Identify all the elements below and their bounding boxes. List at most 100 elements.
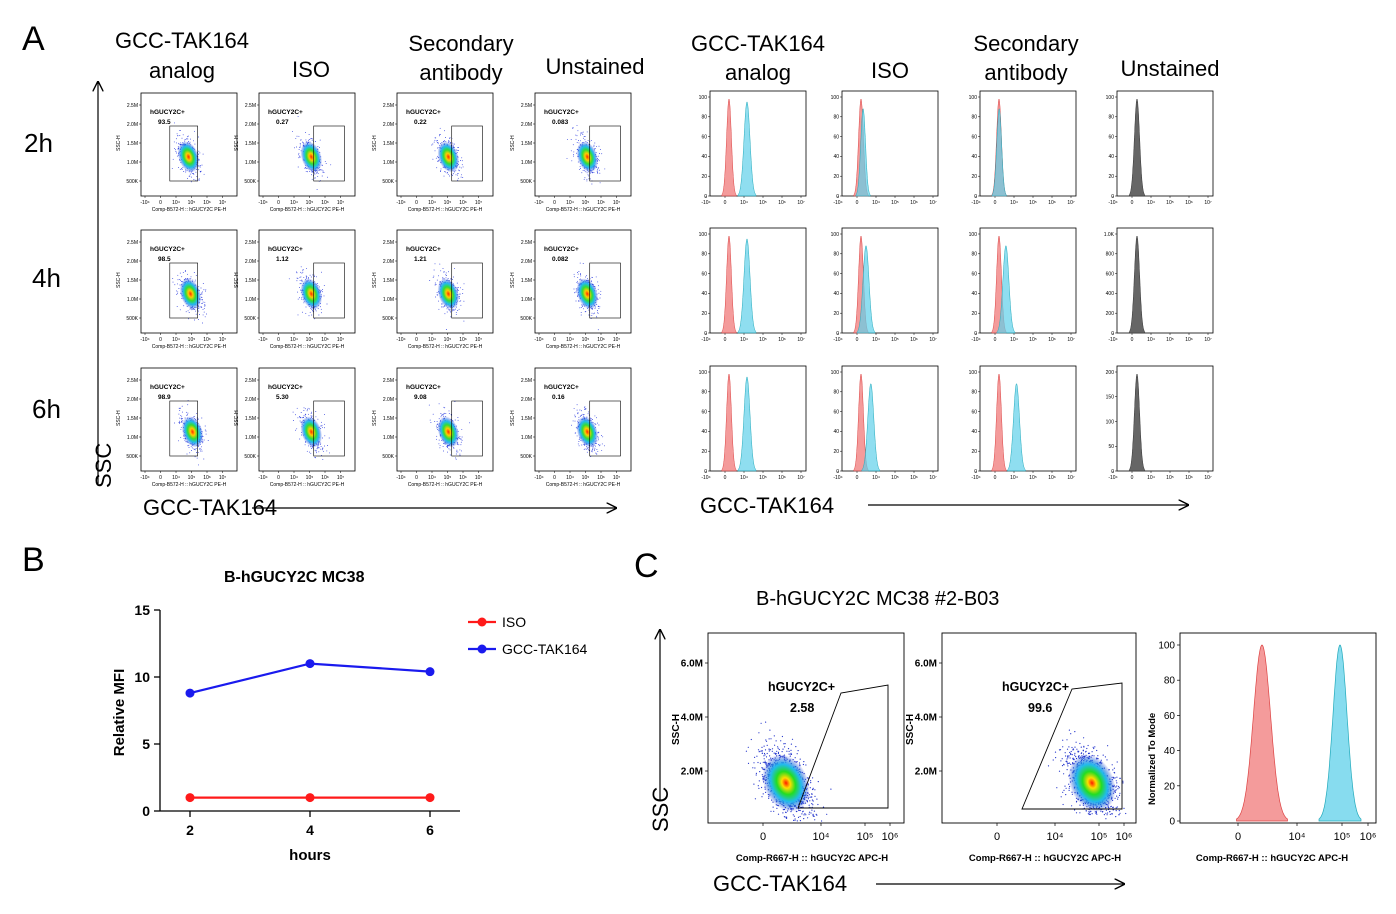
dot-xtick: 10⁵ [188, 200, 196, 206]
dot-xtick: 0 [159, 337, 162, 343]
dot-point [203, 439, 205, 441]
hist-ytick: 0 [1111, 469, 1114, 475]
dot-point [304, 167, 306, 169]
dot-point [578, 438, 580, 440]
dot-point [204, 316, 206, 318]
dot-point [195, 275, 197, 277]
dot-point [311, 314, 313, 316]
dot-point [198, 165, 200, 167]
dot-point [460, 441, 462, 443]
dot-point [186, 136, 188, 138]
dot-point [312, 310, 314, 312]
dot-point [444, 170, 446, 172]
dot-point [318, 314, 320, 316]
hist-xtick: 0 [856, 475, 859, 481]
dot-ytick: 1.5M [127, 141, 138, 147]
dot-point [593, 172, 595, 173]
dot-point [592, 419, 593, 420]
hist-xtick: 0 [994, 337, 997, 343]
c-dot-point [766, 744, 768, 747]
dot-ytick: 1.0M [383, 297, 394, 303]
dot-point [457, 451, 459, 453]
dot-point [320, 169, 322, 171]
hist-ytick: 40 [701, 429, 707, 435]
dot-point [437, 294, 439, 296]
c-dot-point [758, 787, 760, 790]
dot-point [590, 418, 592, 420]
hist-xtick: 10⁴ [740, 475, 748, 481]
dot-point [308, 134, 310, 135]
dot-point [200, 450, 202, 452]
hist-xtick: 10⁶ [1185, 337, 1193, 343]
dot-ytick: 2.5M [521, 378, 532, 384]
dot-point [449, 310, 451, 312]
dot-point [445, 413, 447, 415]
dot-point [183, 305, 185, 307]
dot-point [311, 174, 312, 176]
gate-value: 0.27 [276, 119, 289, 126]
hist-ytick: 40 [833, 429, 839, 435]
dot-point [299, 143, 301, 144]
hist-xtick: 10⁶ [1048, 337, 1056, 343]
dot-point [326, 450, 328, 452]
hist-ytick: 40 [833, 154, 839, 160]
gate-value: 0.083 [552, 119, 569, 126]
dot-ytick: 1.0M [245, 435, 256, 441]
c-dot-point [799, 758, 801, 760]
c-dot-point [813, 810, 816, 812]
dot-point [583, 407, 585, 409]
dot-point [305, 170, 307, 172]
dot-ytick: 1.5M [127, 278, 138, 284]
dot-ytick: 1.5M [521, 141, 532, 147]
dot-point [440, 168, 442, 170]
dot-ylabel: SSC-H [234, 410, 240, 426]
dot-point [574, 414, 576, 416]
dot-point [436, 435, 438, 437]
hist-xtick: -10⁴ [971, 475, 980, 481]
dot-point [178, 143, 180, 145]
dot-point [181, 137, 183, 139]
dot-ytick: 2.0M [383, 397, 394, 403]
hist-xtick: -10⁴ [833, 475, 842, 481]
hist-ytick: 20 [833, 174, 839, 180]
c-dot-point [785, 811, 787, 814]
dot-point [297, 298, 299, 300]
hist-ytick: 600 [1106, 271, 1115, 277]
dot-point [433, 141, 435, 143]
dot-point [436, 427, 438, 429]
dot-point [594, 415, 596, 417]
dot-point [447, 173, 449, 175]
dot-point [190, 276, 192, 278]
hist-ytick: 20 [833, 449, 839, 455]
dot-point [579, 409, 581, 411]
dot-point [185, 139, 187, 140]
dot-point [198, 286, 200, 288]
c-dot-point [764, 749, 767, 751]
dot-point [459, 300, 461, 302]
dot-point [315, 411, 317, 412]
dot-point [435, 296, 437, 298]
dot-point [171, 167, 173, 169]
dot-point [460, 167, 462, 169]
dot-point [187, 135, 189, 137]
hist-ytick: 40 [833, 291, 839, 297]
dot-point [577, 413, 579, 415]
dot-xtick: 10⁵ [582, 337, 590, 343]
dot-point [582, 134, 584, 136]
dot-point [454, 308, 456, 310]
dot-ytick: 2.5M [127, 103, 138, 109]
hist-xtick: -10⁴ [701, 475, 710, 481]
hist-xtick: 10⁶ [1048, 200, 1056, 206]
dot-xtick: 10⁵ [188, 475, 196, 481]
hist-col-header-3-line-0: Unstained [1120, 56, 1219, 81]
dot-point [458, 308, 460, 310]
dot-point [301, 417, 303, 419]
dot-point [572, 420, 574, 422]
dot-point [180, 428, 182, 430]
dot-point [598, 424, 600, 426]
dot-ytick: 1.0M [383, 160, 394, 166]
gate-name: hGUCY2C+ [268, 109, 303, 116]
dot-point [181, 416, 183, 418]
